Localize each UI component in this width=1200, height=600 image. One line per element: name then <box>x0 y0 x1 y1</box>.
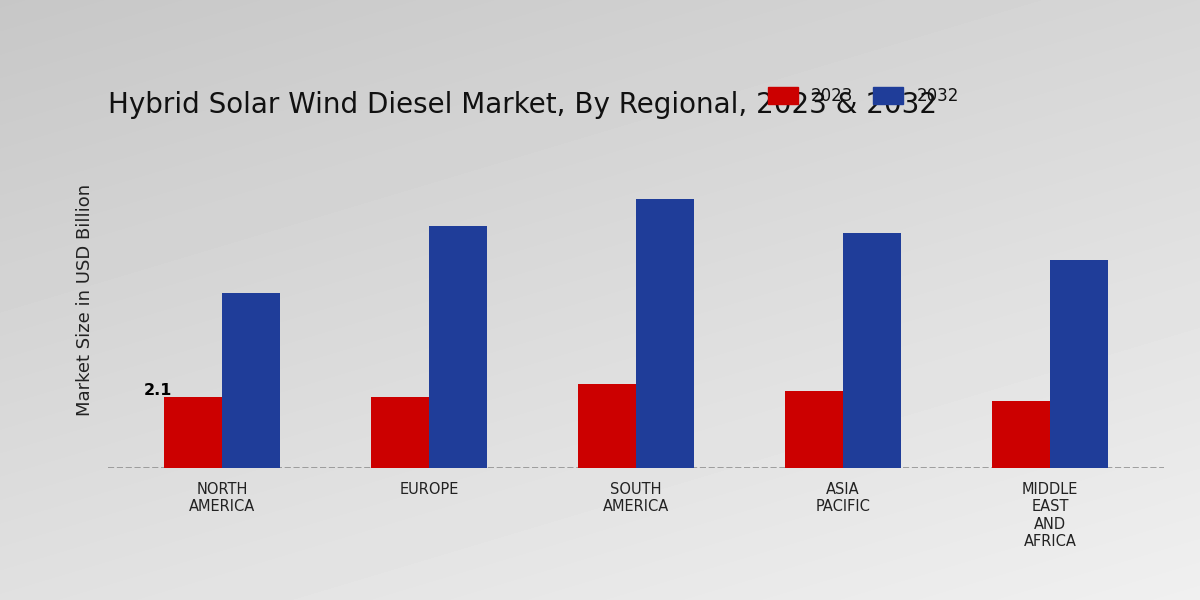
Bar <box>222 293 280 468</box>
Bar <box>428 226 487 468</box>
Bar <box>1050 260 1108 468</box>
Bar <box>636 199 694 468</box>
Bar <box>164 397 222 468</box>
Text: Hybrid Solar Wind Diesel Market, By Regional, 2023 & 2032: Hybrid Solar Wind Diesel Market, By Regi… <box>108 91 937 119</box>
Bar <box>371 397 428 468</box>
Text: 2.1: 2.1 <box>144 383 172 398</box>
Bar <box>992 401 1050 468</box>
Y-axis label: Market Size in USD Billion: Market Size in USD Billion <box>76 184 94 416</box>
Bar <box>578 384 636 468</box>
Bar <box>785 391 844 468</box>
Legend: 2023, 2032: 2023, 2032 <box>761 80 966 112</box>
Bar <box>844 233 901 468</box>
